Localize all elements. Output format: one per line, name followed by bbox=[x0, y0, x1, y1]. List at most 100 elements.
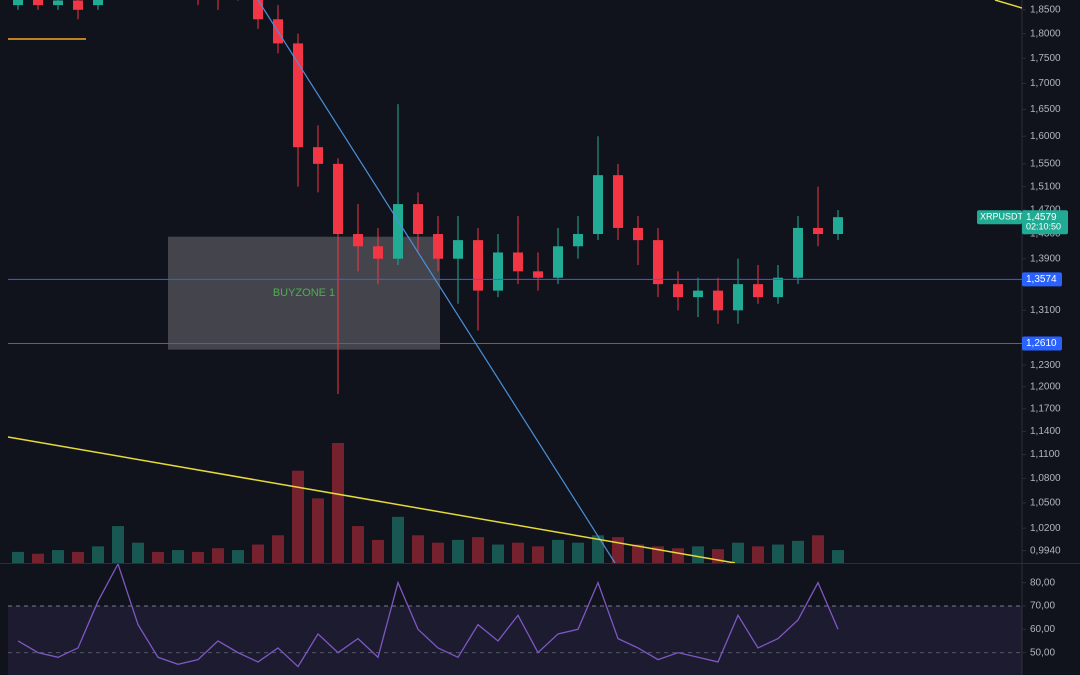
candle-body bbox=[713, 290, 723, 311]
candle-body bbox=[93, 0, 103, 6]
candle-body bbox=[253, 0, 263, 20]
last-price-label: 1,4579 bbox=[1026, 212, 1057, 223]
trend-line bbox=[994, 0, 1022, 9]
volume-bar bbox=[692, 546, 704, 563]
volume-bar bbox=[272, 535, 284, 563]
y-tick-label: 1,8500 bbox=[1030, 4, 1061, 15]
candle-body bbox=[653, 240, 663, 285]
candle-body bbox=[813, 227, 823, 235]
candle-body bbox=[453, 240, 463, 259]
volume-bar bbox=[772, 544, 784, 563]
symbol-label: XRPUSDT bbox=[980, 212, 1024, 222]
volume-bar bbox=[32, 553, 44, 563]
candle-body bbox=[733, 284, 743, 311]
y-tick-label: 1,0500 bbox=[1030, 498, 1061, 509]
y-tick-label: 60,00 bbox=[1030, 624, 1055, 635]
volume-bar bbox=[472, 537, 484, 563]
candle-body bbox=[293, 43, 303, 148]
axis: 1,8500 1,8000 1,7500 1,7000 1,6500 1,6000 1,55… bbox=[977, 4, 1068, 658]
y-tick-label: 1,6500 bbox=[1030, 104, 1061, 115]
volume-bar bbox=[292, 470, 304, 563]
volume-bar bbox=[632, 544, 644, 563]
level-label: 1,2610 bbox=[1026, 338, 1057, 349]
candle-body bbox=[493, 252, 503, 291]
volume-bar bbox=[552, 539, 564, 563]
volume-bar bbox=[592, 535, 604, 563]
volume-bar bbox=[752, 546, 764, 563]
volume-bar bbox=[812, 535, 824, 563]
volume-bar bbox=[212, 548, 224, 563]
volume-bar bbox=[132, 542, 144, 563]
y-tick-label: 1,0200 bbox=[1030, 523, 1061, 534]
candle-body bbox=[513, 252, 523, 272]
candle-body bbox=[693, 290, 703, 298]
y-tick-label: 1,2000 bbox=[1030, 381, 1061, 392]
y-tick-label: 1,5100 bbox=[1030, 181, 1061, 192]
candle-body bbox=[613, 175, 623, 228]
candle-body bbox=[793, 227, 803, 278]
y-tick-label: 1,6000 bbox=[1030, 131, 1061, 142]
volume-bar bbox=[732, 542, 744, 563]
candle-body bbox=[353, 234, 363, 247]
volume-bar bbox=[152, 551, 164, 563]
volume-bar bbox=[792, 540, 804, 563]
rsi-line bbox=[17, 564, 839, 668]
volume-bar bbox=[492, 544, 504, 563]
volume-bar bbox=[432, 542, 444, 563]
y-tick-label: 1,3900 bbox=[1030, 253, 1061, 264]
drawings bbox=[7, 0, 1022, 563]
volume-bar bbox=[532, 546, 544, 563]
candle-body bbox=[53, 0, 63, 6]
volume-bar bbox=[612, 537, 624, 563]
y-tick-label: 1,7000 bbox=[1030, 78, 1061, 89]
volume-bar bbox=[672, 548, 684, 563]
candle-body bbox=[433, 234, 443, 259]
volume-bar bbox=[112, 526, 124, 563]
candle-body bbox=[773, 277, 783, 298]
trend-line bbox=[257, 0, 616, 563]
volume-bar bbox=[252, 544, 264, 563]
candle-body bbox=[573, 234, 583, 247]
y-tick-label: 80,00 bbox=[1030, 577, 1055, 588]
volume-bar bbox=[232, 550, 244, 563]
symbol-box bbox=[977, 210, 1022, 225]
candle-body bbox=[313, 147, 323, 164]
y-tick-label: 1,8000 bbox=[1030, 28, 1061, 39]
y-tick-label: 1,1400 bbox=[1030, 426, 1061, 437]
level-label: 1,3574 bbox=[1026, 274, 1057, 285]
volume-bar bbox=[12, 551, 24, 563]
candle-body bbox=[673, 284, 683, 298]
y-tick-label: 1,1700 bbox=[1030, 403, 1061, 414]
volume-bar bbox=[52, 550, 64, 563]
volume-bar bbox=[92, 546, 104, 563]
volume-bar bbox=[572, 542, 584, 563]
y-tick-label: 1,7500 bbox=[1030, 53, 1061, 64]
volume-bar bbox=[192, 551, 204, 563]
y-tick-label: 1,5500 bbox=[1030, 159, 1061, 170]
trend-line bbox=[7, 436, 736, 563]
y-tick-label: 50,00 bbox=[1030, 647, 1055, 658]
zone-label: BUYZONE 1 bbox=[273, 287, 335, 299]
candle-body bbox=[33, 0, 43, 6]
y-tick-label: 1,3100 bbox=[1030, 305, 1061, 316]
volume-bar bbox=[452, 539, 464, 563]
y-tick-label: 70,00 bbox=[1030, 601, 1055, 612]
candle-body bbox=[413, 204, 423, 235]
rsi-pane bbox=[8, 564, 1022, 675]
volume-bar bbox=[412, 535, 424, 563]
candle-body bbox=[533, 271, 543, 278]
rsi-band bbox=[8, 605, 1022, 675]
volume-bar bbox=[352, 526, 364, 563]
candle-body bbox=[633, 227, 643, 241]
last-price-box bbox=[1022, 210, 1068, 235]
volume-bar bbox=[512, 542, 524, 563]
y-tick-label: 1,2300 bbox=[1030, 360, 1061, 371]
volume-bar bbox=[832, 550, 844, 563]
candle-body bbox=[473, 240, 483, 291]
y-tick-label: 1,4700 bbox=[1030, 205, 1061, 216]
candle-body bbox=[593, 175, 603, 235]
candle-body bbox=[553, 246, 563, 278]
